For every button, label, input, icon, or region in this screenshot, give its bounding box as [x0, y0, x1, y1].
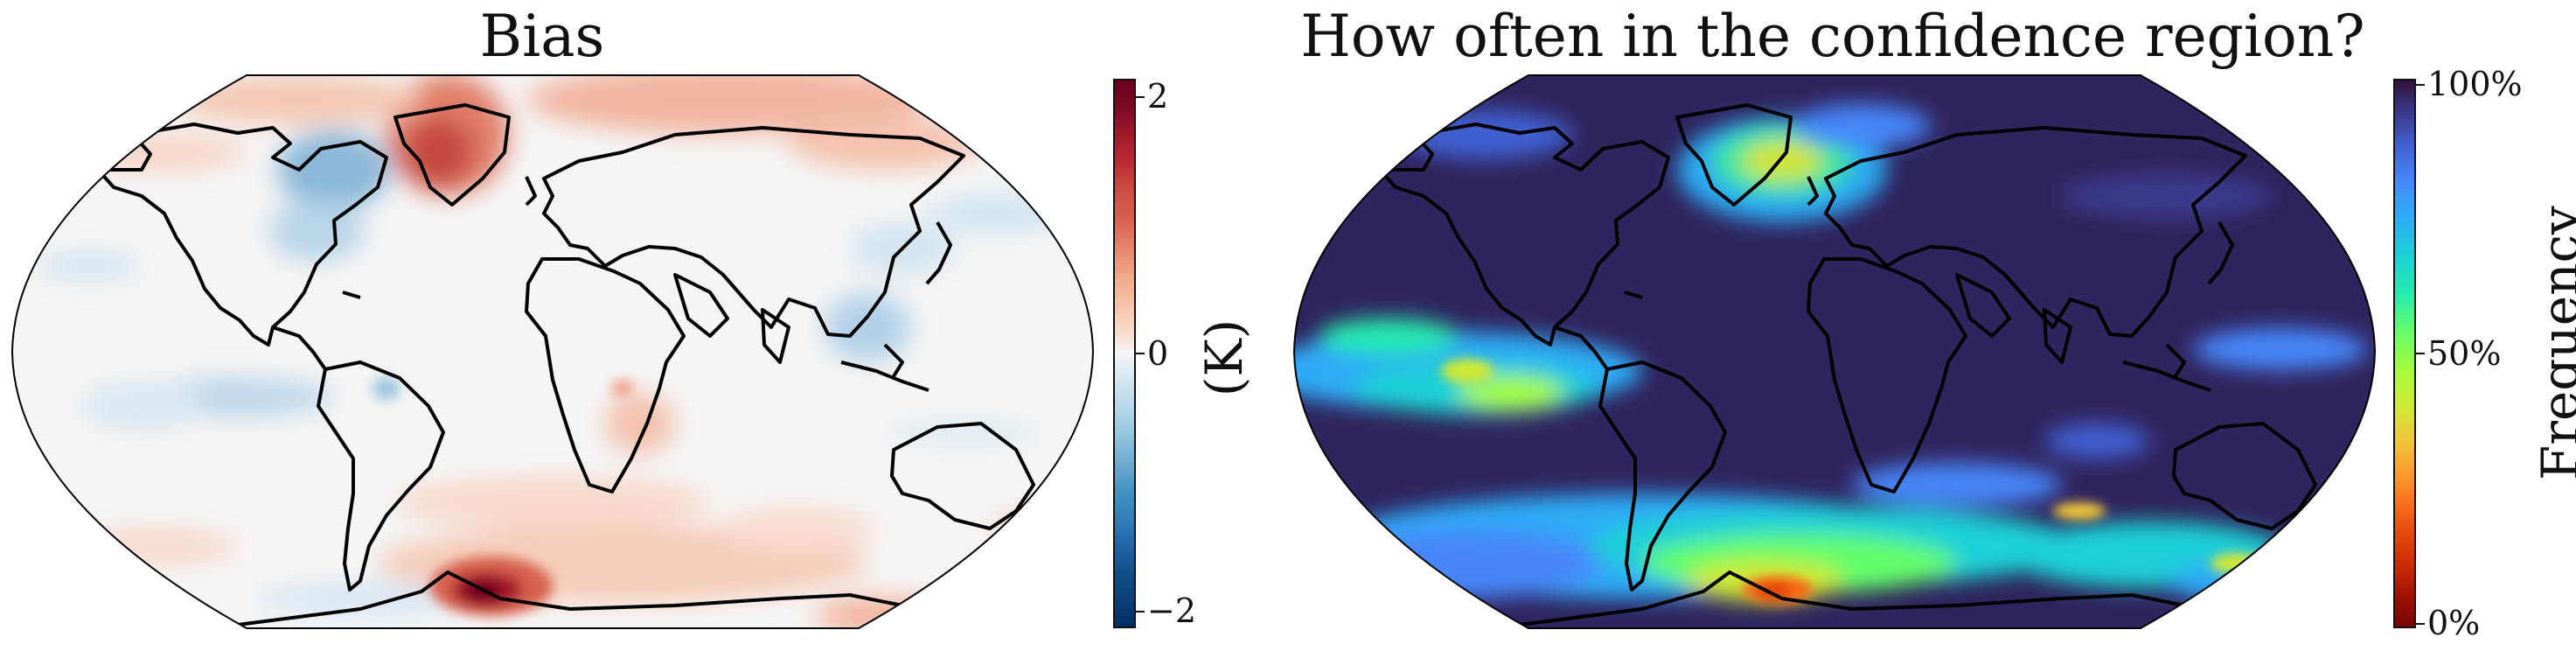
frequency-map-title: How often in the confidence region? — [1300, 3, 2365, 70]
bias-tick-mark-bottom — [1136, 611, 1145, 612]
bias-field — [12, 75, 1093, 628]
frequency-tick-label: 0% — [2427, 604, 2481, 642]
bias-tick-label: 0 — [1147, 334, 1169, 373]
bias-tick-mark-top — [1136, 96, 1145, 98]
frequency-coastlines — [1378, 103, 2348, 628]
frequency-tick-mark-top — [2416, 84, 2425, 86]
frequency-tick-label: 100% — [2427, 65, 2523, 103]
frequency-map-boundary — [1292, 74, 2377, 629]
bias-colorbar — [1113, 79, 1136, 628]
bias-map-boundary — [10, 74, 1095, 629]
frequency-label: Frequency — [2531, 206, 2576, 480]
frequency-tick-mark-bottom — [2416, 623, 2425, 625]
bias-tick-label: 2 — [1147, 77, 1169, 116]
bias-map — [10, 74, 1095, 629]
bias-map-title: Bias — [479, 3, 605, 70]
bias-tick-mark-mid — [1136, 353, 1145, 354]
frequency-tick-label: 50% — [2427, 334, 2502, 373]
frequency-colorbar — [2393, 79, 2416, 628]
frequency-field — [1294, 75, 2375, 628]
bias-unit-label: (K) — [1194, 318, 1254, 397]
frequency-tick-mark-mid — [2416, 353, 2425, 354]
frequency-map — [1292, 74, 2377, 629]
bias-tick-label: −2 — [1147, 592, 1197, 630]
